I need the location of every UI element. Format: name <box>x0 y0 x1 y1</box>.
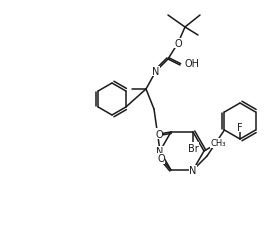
Text: N: N <box>189 165 197 175</box>
Text: CH₃: CH₃ <box>210 139 226 148</box>
Text: O: O <box>174 39 182 49</box>
Text: OH: OH <box>184 59 199 69</box>
Text: N: N <box>156 146 164 156</box>
Text: Br: Br <box>188 143 198 153</box>
Text: N: N <box>152 67 160 77</box>
Text: O: O <box>157 153 165 163</box>
Text: O: O <box>155 129 163 139</box>
Text: F: F <box>237 122 243 132</box>
